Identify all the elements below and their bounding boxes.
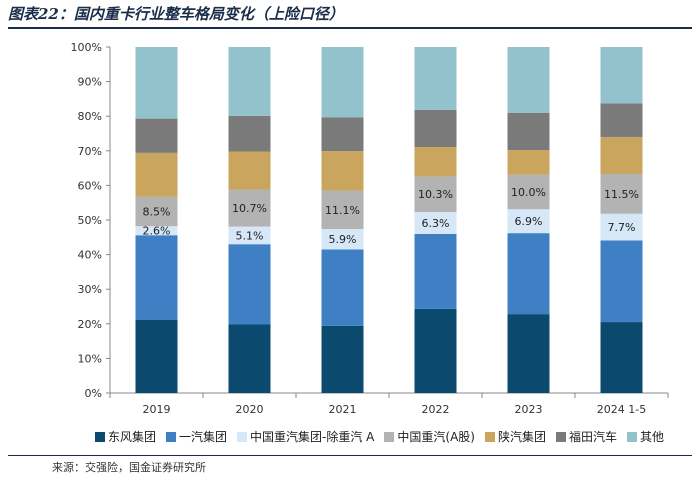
bar-segment-2 — [507, 233, 550, 315]
bar-segment-2 — [321, 249, 364, 326]
y-tick-label: 30% — [78, 283, 102, 296]
bar-segment-1 — [321, 325, 364, 393]
bar-segment-6 — [414, 109, 457, 147]
bar-segment-4 — [600, 173, 643, 214]
x-tick-label: 2023 — [515, 403, 543, 416]
data-label: 5.9% — [329, 233, 357, 246]
bar-segment-3 — [414, 212, 457, 234]
legend-swatch — [484, 431, 495, 442]
legend-item: 一汽集团 — [166, 428, 227, 445]
data-label: 8.5% — [143, 206, 171, 219]
bar-segment-6 — [507, 112, 550, 151]
y-tick-label: 70% — [78, 145, 102, 158]
bar-segment-5 — [414, 146, 457, 177]
data-label: 10.3% — [418, 188, 453, 201]
legend-label: 中国重汽(A股) — [397, 430, 475, 444]
bar-segment-7 — [414, 47, 457, 110]
legend-swatch — [555, 431, 566, 442]
bar-segment-4 — [507, 174, 550, 210]
bar-segment-5 — [321, 151, 364, 191]
bar-segment-3 — [600, 213, 643, 241]
y-tick-label: 100% — [71, 41, 102, 54]
y-tick-label: 0% — [85, 387, 102, 400]
bar-segment-1 — [600, 322, 643, 393]
y-tick-label: 40% — [78, 249, 102, 262]
data-label: 7.7% — [608, 221, 636, 234]
legend-swatch — [166, 431, 177, 442]
source-note: 来源：交强险，国金证券研究所 — [52, 461, 206, 474]
bar-segment-3 — [321, 228, 364, 250]
legend-label: 中国重汽集团-除重汽 A — [250, 430, 375, 444]
data-label: 10.0% — [511, 186, 546, 199]
y-tick-label: 80% — [78, 110, 102, 123]
bar-segment-2 — [228, 244, 271, 325]
legend-item: 福田汽车 — [555, 428, 617, 445]
x-tick-label: 2019 — [143, 403, 171, 416]
legend-swatch — [95, 431, 105, 442]
x-tick-label: 2020 — [236, 403, 264, 416]
x-tick-label: 2022 — [422, 403, 450, 416]
bar-segment-5 — [600, 136, 643, 174]
x-tick-label: 2021 — [329, 403, 357, 416]
legend-item: 陕汽集团 — [484, 428, 546, 445]
legend-label: 一汽集团 — [179, 430, 228, 444]
bar-segment-2 — [135, 235, 178, 320]
title-rule — [8, 27, 692, 29]
bar-segment-3 — [228, 226, 271, 245]
data-label: 2.6% — [143, 225, 171, 238]
bar-segment-2 — [600, 240, 643, 323]
y-tick-label: 20% — [78, 318, 102, 331]
stacked-bar-chart: 0% 10% 20% 30% 40% 50% 60% 70% 80% 90% 100% 2019 202… — [71, 41, 669, 416]
legend-item: 东风集团 — [95, 428, 156, 445]
chart-legend: 东风集团 一汽集团 中国重汽集团-除重汽 A 中国重汽(A股) 陕汽集团 福田汽车 其他 — [95, 428, 695, 445]
y-tick-label: 10% — [78, 352, 102, 365]
x-tick-label: 2024 1-5 — [597, 403, 646, 416]
legend-swatch — [237, 431, 248, 442]
legend-item: 中国重汽(A股) — [384, 428, 475, 445]
bar-segment-1 — [414, 308, 457, 393]
bar-segment-6 — [600, 103, 643, 137]
legend-label: 陕汽集团 — [497, 430, 546, 444]
bar-segment-2 — [414, 233, 457, 309]
legend-label: 东风集团 — [108, 430, 157, 444]
bar-segment-7 — [321, 47, 364, 118]
data-label: 11.1% — [325, 204, 360, 217]
data-label: 6.3% — [422, 217, 450, 230]
data-label: 11.5% — [604, 188, 639, 201]
bar-segment-4 — [321, 190, 364, 229]
bar-segment-6 — [228, 115, 271, 152]
bar-segment-1 — [135, 319, 178, 393]
bar-segment-5 — [507, 150, 550, 175]
legend-label: 其他 — [640, 430, 665, 444]
data-label: 6.9% — [515, 215, 543, 228]
data-label: 5.1% — [236, 229, 264, 242]
bar-segment-5 — [135, 152, 178, 197]
bar-segment-4 — [135, 196, 178, 227]
bar-segment-3 — [507, 209, 550, 234]
data-label: 10.7% — [232, 202, 267, 215]
legend-swatch — [627, 431, 637, 442]
bar-segment-7 — [135, 47, 178, 119]
legend-label: 福田汽车 — [568, 430, 617, 444]
footer-rule — [8, 455, 692, 456]
bar-segment-3 — [135, 226, 178, 236]
bar-segment-7 — [507, 47, 550, 113]
y-tick-label: 90% — [78, 76, 102, 89]
bar-segment-6 — [135, 118, 178, 153]
legend-item: 中国重汽集团-除重汽 A — [237, 428, 374, 445]
y-tick-label: 50% — [78, 214, 102, 227]
bar-segment-7 — [228, 47, 271, 116]
chart-title: 图表22：国内重卡行业整车格局变化（上险口径） — [8, 5, 344, 23]
bar-segment-6 — [321, 117, 364, 152]
bar-segment-1 — [507, 314, 550, 393]
bar-segment-4 — [228, 189, 271, 227]
y-tick-label: 60% — [78, 179, 102, 192]
bar-segment-5 — [228, 151, 271, 190]
bar-segment-4 — [414, 176, 457, 213]
bar-segment-1 — [228, 324, 271, 393]
legend-item: 其他 — [627, 428, 664, 445]
legend-swatch — [384, 431, 395, 442]
bar-segment-7 — [600, 47, 643, 104]
